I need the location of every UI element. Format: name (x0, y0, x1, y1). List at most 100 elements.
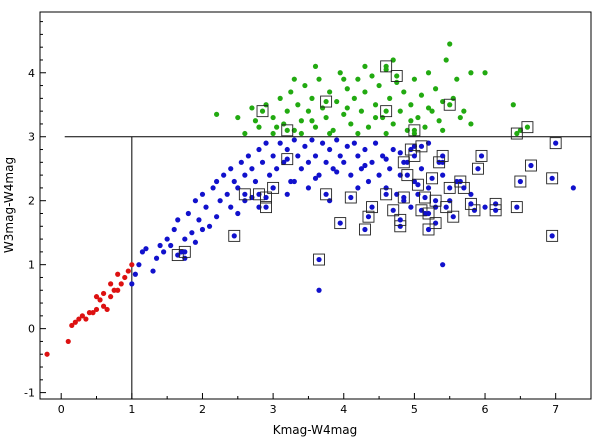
data-point (457, 114, 463, 121)
boxed-data-point (284, 156, 290, 162)
data-point (369, 73, 375, 79)
data-point (252, 178, 259, 185)
boxed-data-point (182, 249, 188, 255)
data-point (383, 130, 389, 137)
data-point (175, 217, 181, 223)
data-point (468, 70, 474, 76)
data-point (394, 79, 400, 85)
data-point (189, 230, 195, 236)
highlight-box (408, 149, 421, 162)
highlight-box (260, 191, 273, 204)
boxed-data-point (468, 201, 474, 207)
data-point (327, 146, 333, 153)
data-point (199, 226, 206, 233)
data-point (440, 262, 446, 268)
data-point (108, 294, 114, 300)
highlight-box (422, 223, 435, 236)
x-tick-label: 5 (411, 403, 418, 416)
data-point (358, 108, 365, 114)
data-point (408, 204, 414, 210)
highlight-box (344, 191, 357, 204)
data-point (291, 178, 297, 185)
data-point (372, 114, 379, 121)
data-point (153, 255, 160, 261)
data-point (387, 166, 393, 172)
data-point (217, 198, 223, 204)
data-point (206, 223, 213, 229)
boxed-data-point (348, 194, 354, 201)
data-point (422, 124, 428, 130)
boxed-data-point (231, 233, 237, 239)
data-point (365, 178, 372, 185)
highlight-box (281, 124, 294, 137)
boxed-data-point (447, 185, 453, 191)
boxed-data-point (461, 185, 467, 191)
boxed-data-point (383, 63, 389, 69)
data-point (122, 274, 128, 281)
boxed-data-point (397, 217, 403, 223)
data-point (249, 166, 255, 172)
highlight-box (281, 153, 294, 166)
data-point (305, 159, 312, 165)
boxed-data-point (394, 73, 400, 79)
boxed-data-point (517, 178, 523, 185)
data-point (72, 319, 78, 325)
data-point (214, 214, 220, 220)
boxed-data-point (432, 198, 439, 204)
data-point (376, 172, 382, 178)
data-point (139, 249, 146, 255)
data-point (348, 172, 354, 178)
data-point (125, 268, 131, 274)
data-point (312, 63, 319, 69)
data-point (256, 146, 262, 153)
data-point (447, 41, 453, 47)
data-point (214, 111, 220, 117)
highlight-box (464, 197, 477, 210)
boxed-data-point (493, 201, 499, 207)
data-point (129, 281, 135, 287)
data-point (185, 210, 191, 217)
data-point (277, 95, 283, 101)
data-point (242, 172, 248, 178)
x-tick-label: 2 (199, 403, 206, 416)
x-tick-label: 3 (270, 403, 277, 416)
x-axis-ticks: 0 1 2 3 4 5 6 7 (58, 393, 592, 416)
data-point (157, 242, 163, 249)
boxed-data-point (404, 172, 410, 178)
boxed-data-point (475, 166, 481, 172)
data-point (242, 130, 248, 137)
highlight-box (514, 175, 527, 188)
highlight-box (454, 175, 467, 188)
data-point (168, 242, 174, 249)
data-point (298, 130, 304, 137)
highlight-box (429, 217, 442, 230)
data-point (355, 185, 361, 191)
data-point (284, 191, 290, 197)
data-point (429, 108, 435, 114)
data-point (365, 124, 372, 130)
data-point (401, 89, 407, 95)
boxed-data-point (390, 207, 396, 213)
data-point (252, 118, 259, 124)
data-point (150, 268, 156, 274)
data-point (390, 146, 396, 153)
boxed-data-point (429, 175, 435, 181)
highlight-box (390, 70, 403, 82)
highlight-box (238, 188, 251, 201)
data-point (327, 89, 333, 95)
highlight-box (440, 201, 453, 214)
boxed-data-point (323, 98, 329, 105)
data-point (242, 198, 248, 204)
data-point (192, 239, 199, 245)
data-point (351, 95, 357, 101)
data-point (221, 172, 227, 178)
data-point (380, 153, 386, 159)
boxed-data-point (369, 204, 375, 210)
data-point (93, 306, 100, 313)
boxed-data-point (383, 108, 389, 114)
highlight-box (436, 149, 449, 162)
y-axis-title: W3mag-W4mag (2, 157, 16, 253)
boxed-data-point (263, 204, 269, 210)
data-point (387, 95, 393, 101)
